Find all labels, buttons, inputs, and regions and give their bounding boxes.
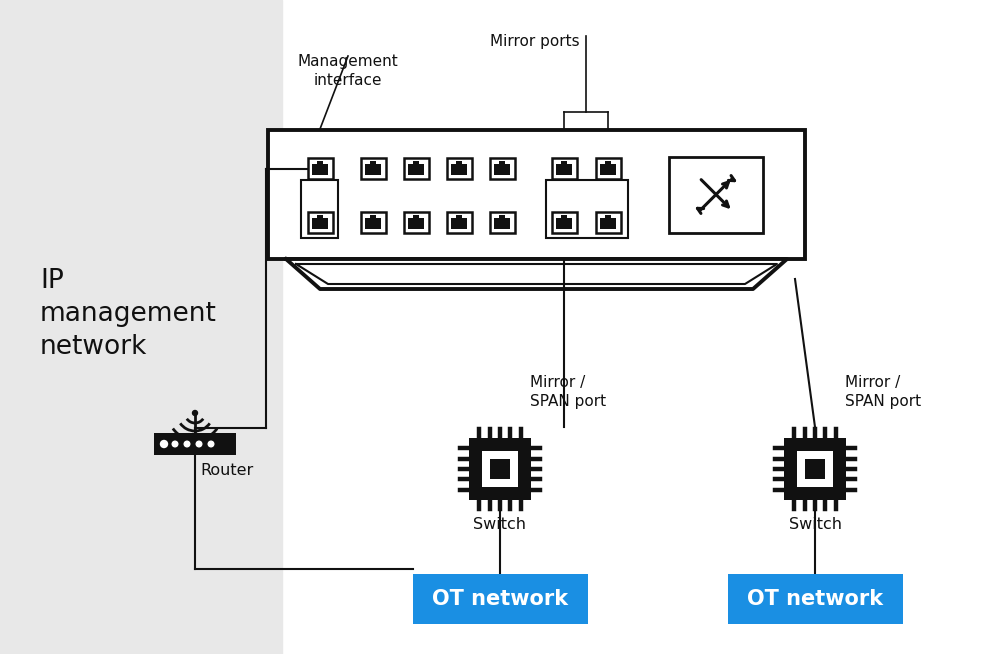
Bar [268,130,805,259]
Bar [797,451,833,487]
Bar [365,218,381,230]
Bar [360,158,385,179]
Text: Mirror /
SPAN port: Mirror / SPAN port [530,375,606,409]
Bar [561,215,567,220]
Bar [482,451,518,487]
Bar [456,215,462,220]
Bar [451,218,466,230]
Text: Mirror /
SPAN port: Mirror / SPAN port [845,375,921,409]
Bar [556,164,572,175]
Bar [551,213,576,233]
Bar [0,0,282,654]
Bar [556,218,572,230]
Bar [605,215,611,220]
Bar [370,162,376,165]
Bar [489,158,515,179]
Bar [413,162,419,165]
Text: Mirror ports: Mirror ports [490,34,580,49]
Circle shape [196,441,202,447]
Bar [494,164,510,175]
Circle shape [208,441,214,447]
Circle shape [192,411,197,415]
Bar [370,215,376,220]
Bar [404,213,429,233]
Bar [561,162,567,165]
Bar [360,213,385,233]
Bar [546,180,628,238]
Bar [308,213,333,233]
Bar [404,158,429,179]
Bar [413,215,419,220]
Text: OT network: OT network [746,589,883,609]
Bar [413,574,587,624]
Text: Router: Router [200,463,253,478]
Bar [499,215,505,220]
Bar [499,162,505,165]
Bar [312,218,328,230]
Text: Switch: Switch [788,517,842,532]
Text: OT network: OT network [432,589,568,609]
Text: Management
interface: Management interface [298,54,398,88]
Bar [551,158,576,179]
Bar [605,162,611,165]
Bar [408,164,424,175]
Bar [805,459,825,479]
Circle shape [184,441,190,447]
Bar [446,158,471,179]
Bar [489,213,515,233]
Circle shape [160,441,167,447]
Bar [494,218,510,230]
Bar [446,213,471,233]
Bar [317,215,323,220]
Bar [308,158,333,179]
Bar [317,162,323,165]
Bar [600,218,616,230]
Text: IP
management
network: IP management network [40,268,217,360]
Bar [408,218,424,230]
Bar [451,164,466,175]
Bar [600,164,616,175]
Bar [312,164,328,175]
Bar [669,156,763,233]
Polygon shape [286,259,787,289]
Bar [469,438,531,500]
Bar [784,438,846,500]
Bar [301,180,338,238]
Bar [365,164,381,175]
Bar [596,158,621,179]
Bar [456,162,462,165]
Text: Switch: Switch [473,517,527,532]
Bar [490,459,510,479]
Circle shape [172,441,178,447]
Bar [596,213,621,233]
Bar [728,574,903,624]
Bar [154,433,236,455]
